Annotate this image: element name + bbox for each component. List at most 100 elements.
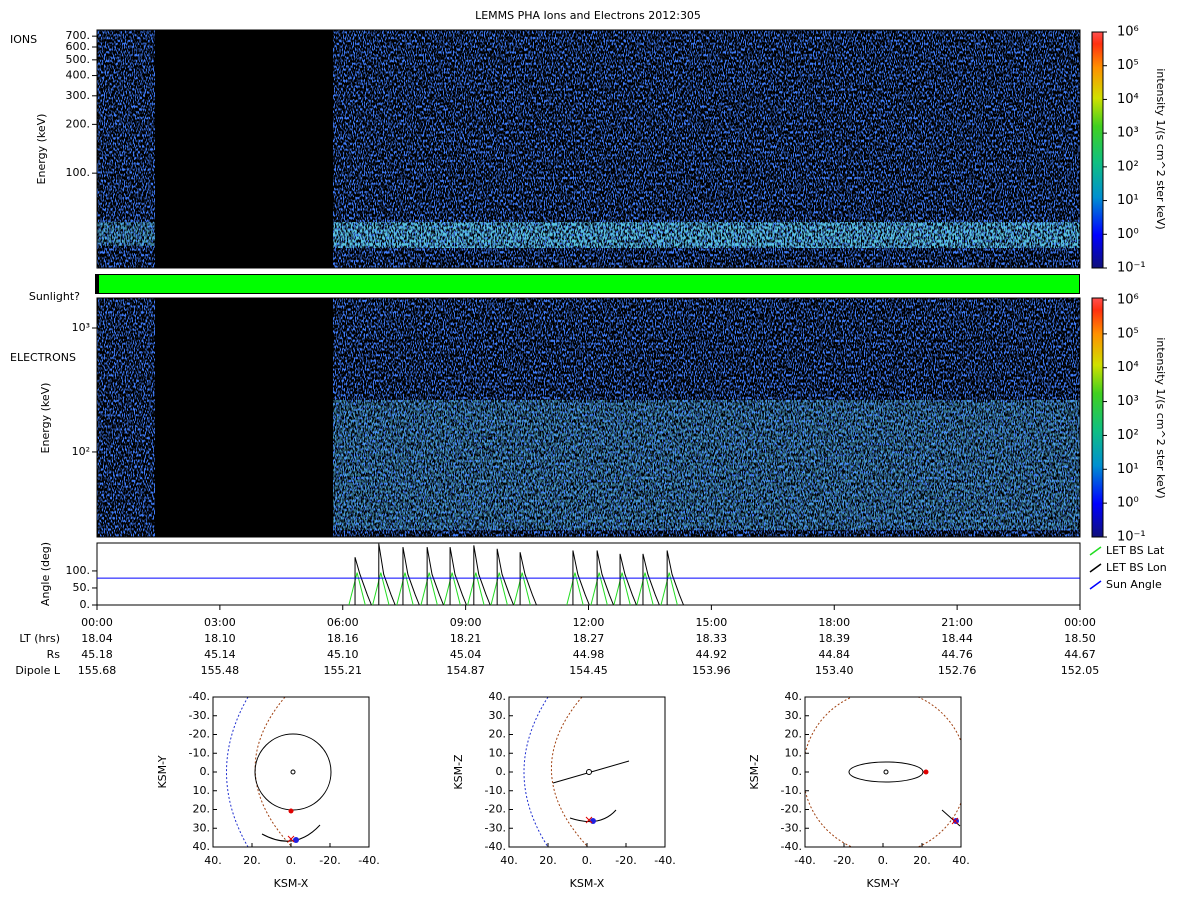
y-tick-label: 10² xyxy=(72,445,90,458)
y-tick-label: 100. xyxy=(66,564,91,577)
orbit-decoration xyxy=(226,697,332,847)
electrons-frame xyxy=(96,297,1081,538)
row-value: 18.33 xyxy=(696,632,728,645)
colorbar-tick-label: 10⁴ xyxy=(1117,92,1139,107)
row-value: 18.04 xyxy=(81,632,113,645)
x-tick-label: -40. xyxy=(794,854,815,867)
colorbar-label: intensity 1/(s cm^2 ster keV) xyxy=(1154,68,1167,229)
colorbar-tick-label: 10⁻¹ xyxy=(1117,530,1146,545)
row-value: 155.68 xyxy=(78,664,117,677)
colorbar-tick-label: 10³ xyxy=(1117,126,1139,141)
electrons-haze xyxy=(333,400,1080,530)
x-tick-label: 18:00 xyxy=(818,616,850,629)
x-tick-label: 0. xyxy=(286,854,297,867)
y-tick-label: 0. xyxy=(496,765,507,778)
trajectory xyxy=(569,809,617,823)
angle-frame xyxy=(96,542,1081,606)
y-tick-label: -30. xyxy=(781,821,802,834)
colorbar-tick-label: 10¹ xyxy=(1117,462,1139,477)
y-tick-label: 10. xyxy=(489,746,507,759)
orbit xyxy=(254,733,332,811)
panel-label: ELECTRONS xyxy=(10,351,76,364)
row-value: 152.76 xyxy=(938,664,977,677)
row-value: 153.96 xyxy=(692,664,731,677)
data-gap xyxy=(155,30,333,268)
panel-label: Sunlight? xyxy=(29,290,80,303)
marker xyxy=(293,837,299,843)
x-tick-label: -20. xyxy=(615,854,636,867)
row-value: 44.84 xyxy=(819,648,851,661)
y-tick-label: 700. xyxy=(66,29,91,42)
y-axis-label: Energy (keV) xyxy=(39,383,52,454)
ions-frame xyxy=(96,29,1081,269)
y-tick-label: 200. xyxy=(66,117,91,130)
row-value: 18.44 xyxy=(941,632,973,645)
orbit xyxy=(848,761,924,783)
y-tick-label: -20. xyxy=(189,728,210,741)
colorbar-tick-label: 10¹ xyxy=(1117,193,1139,208)
orbit-decoration xyxy=(805,697,961,847)
colorbar-tick-label: 10⁵ xyxy=(1117,58,1139,73)
y-tick-label: -40. xyxy=(485,840,506,853)
row-value: 44.76 xyxy=(941,648,973,661)
row-value: 153.40 xyxy=(815,664,854,677)
x-tick-label: 15:00 xyxy=(696,616,728,629)
x-tick-label: 12:00 xyxy=(573,616,605,629)
legend-swatch xyxy=(1089,546,1102,556)
chart-title: LEMMS PHA Ions and Electrons 2012:305 xyxy=(475,9,701,22)
x-tick-label: 00:00 xyxy=(81,616,113,629)
legend-swatch xyxy=(1089,563,1102,573)
row-value: 155.21 xyxy=(324,664,363,677)
magnetopause xyxy=(551,697,589,847)
y-tick-label: -40. xyxy=(189,690,210,703)
x-tick-label: 03:00 xyxy=(204,616,236,629)
legend-label: LET BS Lon xyxy=(1106,561,1167,574)
row-value: 18.10 xyxy=(204,632,236,645)
row-value: 18.27 xyxy=(573,632,605,645)
colorbar xyxy=(1091,31,1104,269)
bow-shock xyxy=(226,697,249,847)
colorbar-tick-label: 10³ xyxy=(1117,394,1139,409)
panel-label: IONS xyxy=(10,33,37,46)
y-tick-label: 20. xyxy=(193,803,211,816)
planet xyxy=(586,769,592,775)
x-axis-label: KSM-X xyxy=(274,877,309,890)
y-tick-label: -20. xyxy=(485,803,506,816)
x-tick-label: 0. xyxy=(878,854,889,867)
colorbar-tick-label: 10⁴ xyxy=(1117,360,1139,375)
magnetopause xyxy=(805,697,961,847)
marker xyxy=(590,818,596,824)
y-axis-label: KSM-Z xyxy=(748,754,761,790)
row-value: 18.50 xyxy=(1064,632,1096,645)
y-tick-label: 300. xyxy=(66,89,91,102)
y-tick-label: 0. xyxy=(792,765,803,778)
y-tick-label: -10. xyxy=(189,746,210,759)
row-value: 45.18 xyxy=(81,648,113,661)
ions-band xyxy=(97,222,155,246)
row-label: LT (hrs) xyxy=(19,632,60,645)
y-tick-label: 20. xyxy=(489,728,507,741)
x-tick-label: -40. xyxy=(358,854,379,867)
x-tick-label: -20. xyxy=(319,854,340,867)
orbit-frame xyxy=(804,696,962,848)
row-label: Rs xyxy=(47,648,61,661)
y-tick-label: 100. xyxy=(66,166,91,179)
y-tick-label: -20. xyxy=(781,803,802,816)
y-tick-label: -40. xyxy=(781,840,802,853)
row-value: 44.92 xyxy=(696,648,728,661)
marker xyxy=(953,818,959,824)
magnetopause xyxy=(254,697,293,847)
sunlight-bar xyxy=(99,275,1079,293)
ions-band xyxy=(333,222,1080,248)
series-line xyxy=(348,572,678,606)
x-tick-label: 09:00 xyxy=(450,616,482,629)
series-line xyxy=(354,543,684,606)
row-value: 154.45 xyxy=(569,664,608,677)
y-tick-label: 40. xyxy=(489,690,507,703)
colorbar-tick-label: 10⁰ xyxy=(1117,496,1139,511)
y-tick-label: -10. xyxy=(781,784,802,797)
x-tick-label: 20. xyxy=(243,854,261,867)
marker xyxy=(287,835,295,843)
